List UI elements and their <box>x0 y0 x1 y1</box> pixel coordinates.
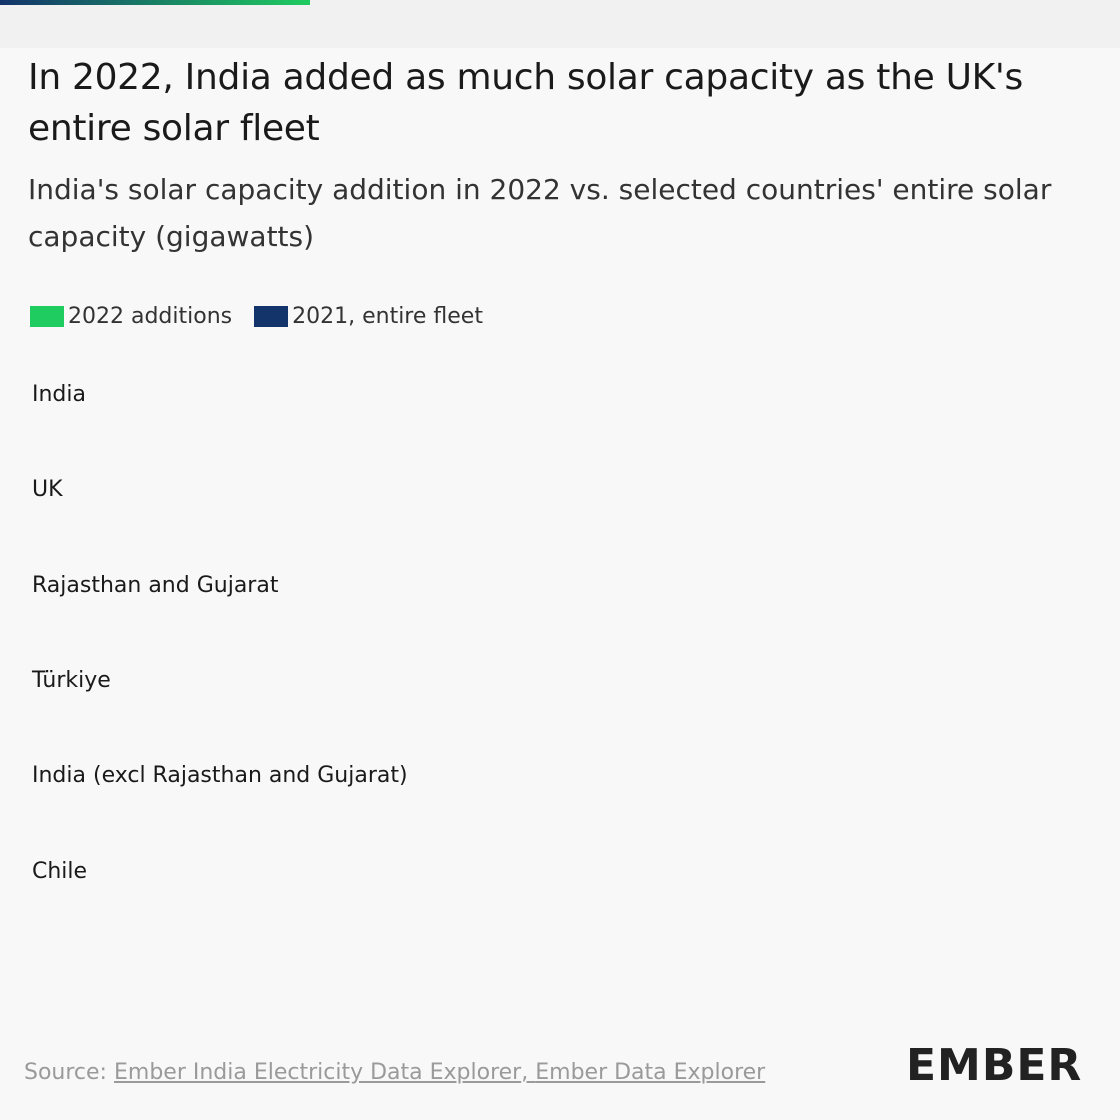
legend: 2022 additions 2021, entire fleet <box>30 304 483 329</box>
legend-label: 2022 additions <box>68 304 233 329</box>
category-label: Türkiye <box>32 667 111 693</box>
category-label: Rajasthan and Gujarat <box>32 572 279 598</box>
source-separator[interactable]: , <box>521 1060 536 1085</box>
source: Source: Ember India Electricity Data Exp… <box>24 1060 765 1085</box>
category-label: UK <box>32 477 63 503</box>
legend-label: 2021, entire fleet <box>292 304 483 329</box>
source-label: Source: <box>24 1060 107 1085</box>
category-label: India <box>32 382 86 407</box>
chart-title: In 2022, India added as much solar capac… <box>28 57 1023 149</box>
top-band <box>0 0 1120 48</box>
legend-item: 2022 additions <box>30 304 232 329</box>
logo: EMBER <box>906 1040 1083 1091</box>
legend-item: 2021, entire fleet <box>254 304 483 329</box>
legend-swatch <box>30 306 64 327</box>
source-link[interactable]: Ember Data Explorer <box>535 1060 766 1085</box>
category-label: India (excl Rajasthan and Gujarat) <box>32 763 408 789</box>
source-link[interactable]: Ember India Electricity Data Explorer <box>113 1060 522 1085</box>
category-label: Chile <box>32 858 88 884</box>
top-accent <box>0 0 310 5</box>
legend-swatch <box>254 306 289 327</box>
chart-subtitle: India's solar capacity addition in 2022 … <box>28 173 1052 253</box>
